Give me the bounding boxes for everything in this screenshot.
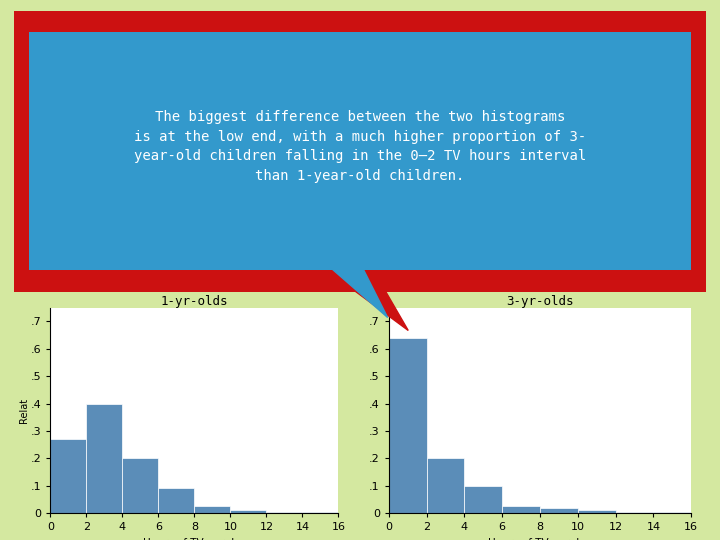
Bar	[266, 511, 302, 513]
Bar	[653, 512, 691, 513]
Text: The article “Early Television Exposure and: The article “Early Television Exposure a…	[202, 35, 518, 48]
FancyBboxPatch shape	[2, 28, 718, 272]
Bar	[503, 506, 540, 513]
Bar	[426, 458, 464, 513]
Bar	[464, 485, 503, 513]
Polygon shape	[308, 248, 387, 318]
Bar	[194, 506, 230, 513]
X-axis label: Hours of TV per day: Hours of TV per day	[488, 538, 592, 540]
Bar	[389, 338, 426, 513]
Title: 1-yr-olds: 1-yr-olds	[161, 295, 228, 308]
Y-axis label: Relat: Relat	[19, 398, 30, 423]
Text: The biggest difference between the two histograms
is at the low end, with a much: The biggest difference between the two h…	[134, 110, 586, 183]
FancyBboxPatch shape	[0, 5, 720, 297]
Text: children.: children.	[323, 256, 397, 271]
Bar	[50, 439, 86, 513]
Title: 3-yr-olds: 3-yr-olds	[506, 295, 574, 308]
Bar	[86, 403, 122, 513]
Bar	[230, 510, 266, 513]
Bar	[122, 458, 158, 513]
Bar	[577, 510, 616, 513]
Bar	[158, 488, 194, 513]
Bar	[302, 512, 338, 513]
Bar	[540, 508, 577, 513]
X-axis label: Hours of TV per day: Hours of TV per day	[143, 538, 246, 540]
Polygon shape	[297, 248, 408, 330]
Bar	[616, 511, 653, 513]
